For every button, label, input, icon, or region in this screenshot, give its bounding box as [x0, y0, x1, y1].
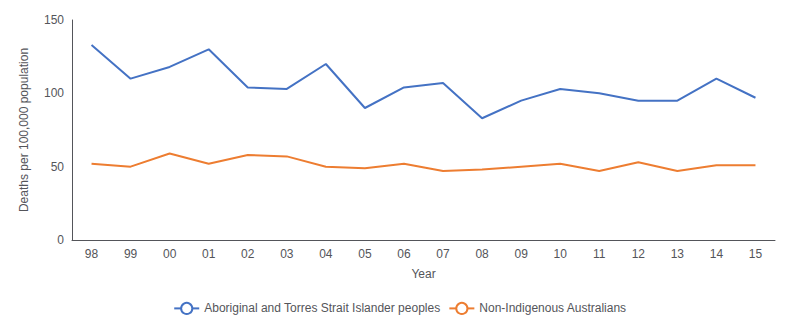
svg-text:04: 04 — [319, 247, 333, 261]
svg-text:08: 08 — [475, 247, 489, 261]
svg-text:Aboriginal and Torres Strait I: Aboriginal and Torres Strait Islander pe… — [204, 301, 440, 315]
svg-text:10: 10 — [554, 247, 568, 261]
svg-text:150: 150 — [44, 13, 64, 27]
svg-text:99: 99 — [124, 247, 138, 261]
svg-text:09: 09 — [514, 247, 528, 261]
svg-text:98: 98 — [85, 247, 99, 261]
svg-text:03: 03 — [280, 247, 294, 261]
svg-text:05: 05 — [358, 247, 372, 261]
svg-text:01: 01 — [202, 247, 216, 261]
svg-text:50: 50 — [51, 160, 65, 174]
svg-text:Non-Indigenous Australians: Non-Indigenous Australians — [479, 301, 626, 315]
svg-text:0: 0 — [57, 233, 64, 247]
svg-text:00: 00 — [163, 247, 177, 261]
svg-text:15: 15 — [749, 247, 763, 261]
svg-text:12: 12 — [632, 247, 646, 261]
svg-text:02: 02 — [241, 247, 255, 261]
svg-text:Year: Year — [411, 267, 435, 281]
svg-text:Deaths per 100,000 population: Deaths per 100,000 population — [17, 48, 31, 212]
svg-text:07: 07 — [436, 247, 450, 261]
svg-text:06: 06 — [397, 247, 411, 261]
svg-text:13: 13 — [671, 247, 685, 261]
svg-text:11: 11 — [593, 247, 606, 261]
svg-text:14: 14 — [710, 247, 724, 261]
svg-text:100: 100 — [44, 86, 64, 100]
